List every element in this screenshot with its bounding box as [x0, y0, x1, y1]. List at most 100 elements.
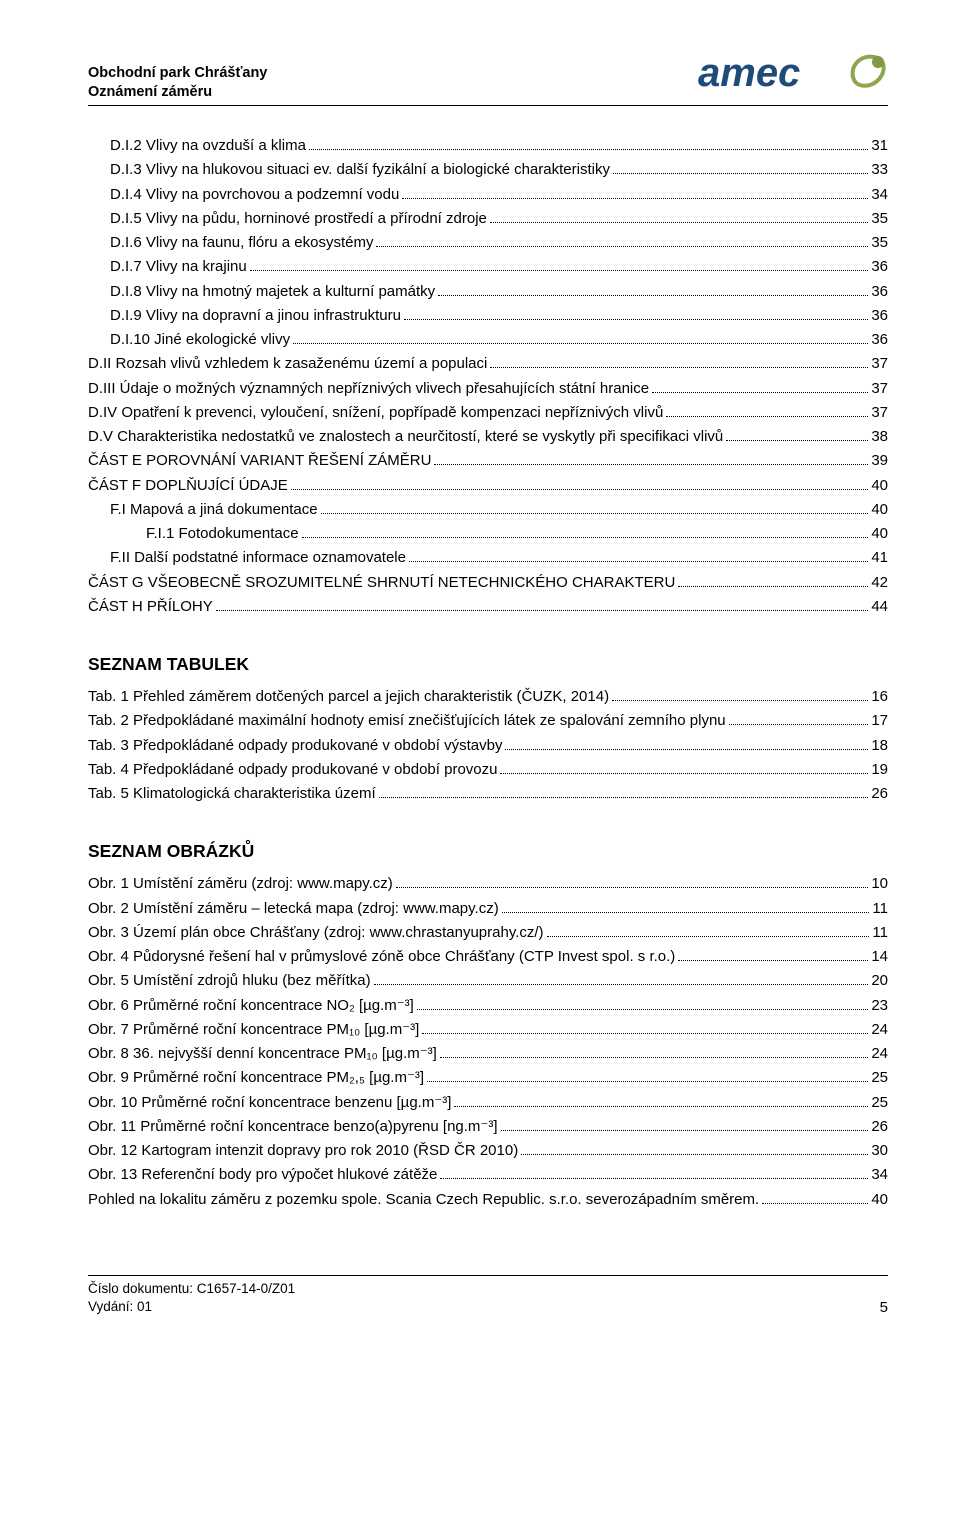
toc-page: 36: [871, 304, 888, 327]
toc-label: Obr. 10 Průměrné roční koncentrace benze…: [88, 1091, 451, 1114]
toc-leader: [726, 428, 868, 442]
toc-row: Tab. 4 Předpokládané odpady produkované …: [88, 758, 888, 781]
toc-leader: [250, 258, 869, 272]
toc-label: Obr. 3 Území plán obce Chrášťany (zdroj:…: [88, 921, 544, 944]
toc-leader: [612, 688, 868, 702]
toc-label: Obr. 7 Průměrné roční koncentrace PM₁₀ […: [88, 1018, 419, 1041]
toc-row: D.I.4 Vlivy na povrchovou a podzemní vod…: [88, 183, 888, 206]
toc-leader: [417, 996, 868, 1010]
toc-page: 24: [871, 1042, 888, 1065]
toc-row: Obr. 5 Umístění zdrojů hluku (bez měřítk…: [88, 969, 888, 992]
footer-doc-number: Číslo dokumentu: C1657-14-0/Z01: [88, 1280, 295, 1298]
toc-leader: [404, 306, 868, 320]
header-line-1: Obchodní park Chrášťany: [88, 64, 267, 84]
toc-page: 23: [871, 994, 888, 1017]
toc-row: F.I Mapová a jiná dokumentace40: [88, 498, 888, 521]
toc-figures: Obr. 1 Umístění záměru (zdroj: www.mapy.…: [88, 872, 888, 1211]
toc-leader: [291, 476, 869, 490]
figures-heading: SEZNAM OBRÁZKŮ: [88, 841, 888, 862]
toc-page: 35: [871, 207, 888, 230]
toc-label: D.I.8 Vlivy na hmotný majetek a kulturní…: [110, 280, 435, 303]
toc-label: Pohled na lokalitu záměru z pozemku spol…: [88, 1188, 759, 1211]
footer-issue: Vydání: 01: [88, 1298, 295, 1316]
toc-row: D.III Údaje o možných významných nepřízn…: [88, 377, 888, 400]
toc-label: F.I Mapová a jiná dokumentace: [110, 498, 318, 521]
toc-page: 40: [871, 1188, 888, 1211]
toc-row: D.I.8 Vlivy na hmotný majetek a kulturní…: [88, 280, 888, 303]
toc-page: 25: [871, 1091, 888, 1114]
toc-leader: [302, 525, 869, 539]
toc-row: D.V Charakteristika nedostatků ve znalos…: [88, 425, 888, 448]
toc-label: D.I.4 Vlivy na povrchovou a podzemní vod…: [110, 183, 399, 206]
toc-leader: [440, 1045, 868, 1059]
toc-row: D.I.5 Vlivy na půdu, horninové prostředí…: [88, 207, 888, 230]
toc-page: 33: [871, 158, 888, 181]
toc-leader: [678, 573, 868, 587]
logo-globe-icon: [853, 56, 884, 86]
toc-row: Obr. 4 Půdorysné řešení hal v průmyslové…: [88, 945, 888, 968]
toc-row: Obr. 6 Průměrné roční koncentrace NO₂ [µ…: [88, 994, 888, 1017]
toc-leader: [321, 500, 869, 514]
toc-leader: [521, 1142, 868, 1156]
toc-leader: [434, 452, 868, 466]
toc-page: 16: [871, 685, 888, 708]
toc-row: F.I.1 Fotodokumentace40: [88, 522, 888, 545]
toc-label: Obr. 5 Umístění zdrojů hluku (bez měřítk…: [88, 969, 371, 992]
toc-leader: [374, 972, 869, 986]
toc-label: Obr. 12 Kartogram intenzit dopravy pro r…: [88, 1139, 518, 1162]
toc-label: F.I.1 Fotodokumentace: [146, 522, 299, 545]
amec-logo: amec: [698, 48, 888, 103]
toc-page: 19: [871, 758, 888, 781]
toc-row: Obr. 9 Průměrné roční koncentrace PM₂,₅ …: [88, 1066, 888, 1089]
toc-page: 35: [871, 231, 888, 254]
toc-page: 20: [871, 969, 888, 992]
toc-row: Tab. 5 Klimatologická charakteristika úz…: [88, 782, 888, 805]
toc-row: D.I.7 Vlivy na krajinu 36: [88, 255, 888, 278]
toc-label: D.I.5 Vlivy na půdu, horninové prostředí…: [110, 207, 487, 230]
page-footer: Číslo dokumentu: C1657-14-0/Z01 Vydání: …: [88, 1275, 888, 1316]
toc-page: 10: [871, 872, 888, 895]
toc-page: 34: [871, 183, 888, 206]
toc-page: 42: [871, 571, 888, 594]
toc-row: D.I.6 Vlivy na faunu, flóru a ekosystémy…: [88, 231, 888, 254]
toc-row: D.I.10 Jiné ekologické vlivy36: [88, 328, 888, 351]
toc-page: 31: [871, 134, 888, 157]
toc-label: D.I.2 Vlivy na ovzduší a klima: [110, 134, 306, 157]
toc-page: 24: [871, 1018, 888, 1041]
toc-row: D.I.3 Vlivy na hlukovou situaci ev. dalš…: [88, 158, 888, 181]
toc-page: 34: [871, 1163, 888, 1186]
toc-leader: [438, 282, 868, 296]
toc-row: Obr. 3 Území plán obce Chrášťany (zdroj:…: [88, 921, 888, 944]
toc-label: Obr. 2 Umístění záměru – letecká mapa (z…: [88, 897, 499, 920]
toc-leader: [762, 1190, 868, 1204]
toc-leader: [293, 331, 868, 345]
toc-page: 37: [871, 352, 888, 375]
toc-page: 44: [871, 595, 888, 618]
toc-label: D.I.10 Jiné ekologické vlivy: [110, 328, 290, 351]
toc-page: 41: [871, 546, 888, 569]
toc-leader: [440, 1166, 868, 1180]
toc-leader: [454, 1093, 868, 1107]
toc-row: D.II Rozsah vlivů vzhledem k zasaženému …: [88, 352, 888, 375]
toc-page: 37: [871, 377, 888, 400]
amec-logo-svg: amec: [698, 48, 888, 96]
toc-row: Obr. 11 Průměrné roční koncentrace benzo…: [88, 1115, 888, 1138]
toc-leader: [652, 379, 868, 393]
toc-page: 26: [871, 782, 888, 805]
header-line-2: Oznámení záměru: [88, 83, 267, 103]
toc-label: ČÁST G VŠEOBECNĚ SROZUMITELNÉ SHRNUTÍ NE…: [88, 571, 675, 594]
toc-page: 36: [871, 255, 888, 278]
toc-label: D.I.7 Vlivy na krajinu: [110, 255, 247, 278]
toc-page: 36: [871, 280, 888, 303]
toc-leader: [613, 161, 868, 175]
header-title-block: Obchodní park Chrášťany Oznámení záměru: [88, 64, 267, 103]
toc-label: D.IV Opatření k prevenci, vyloučení, sní…: [88, 401, 663, 424]
toc-leader: [402, 185, 868, 199]
toc-label: Obr. 11 Průměrné roční koncentrace benzo…: [88, 1115, 498, 1138]
toc-leader: [547, 923, 870, 937]
toc-label: ČÁST E POROVNÁNÍ VARIANT ŘEŠENÍ ZÁMĚRU: [88, 449, 431, 472]
toc-label: Obr. 1 Umístění záměru (zdroj: www.mapy.…: [88, 872, 393, 895]
toc-row: Obr. 7 Průměrné roční koncentrace PM₁₀ […: [88, 1018, 888, 1041]
toc-page: 39: [871, 449, 888, 472]
toc-leader: [490, 355, 868, 369]
